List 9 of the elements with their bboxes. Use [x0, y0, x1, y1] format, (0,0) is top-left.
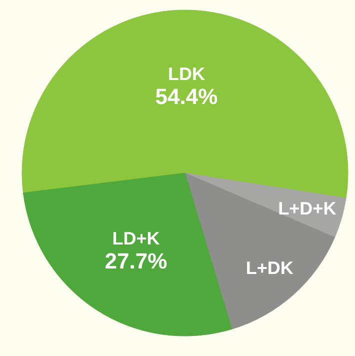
pie-slice — [184, 172, 336, 330]
slice-label: L+D+K — [278, 198, 336, 218]
pie-slice — [22, 10, 348, 198]
data-label: 54.4% — [155, 84, 218, 109]
pie-slice — [22, 172, 232, 336]
slice-label: L+DK — [246, 258, 294, 278]
slice-label: LD+K — [112, 228, 160, 248]
slice-label: LDK — [168, 64, 205, 84]
data-label: 27.7% — [104, 248, 168, 274]
